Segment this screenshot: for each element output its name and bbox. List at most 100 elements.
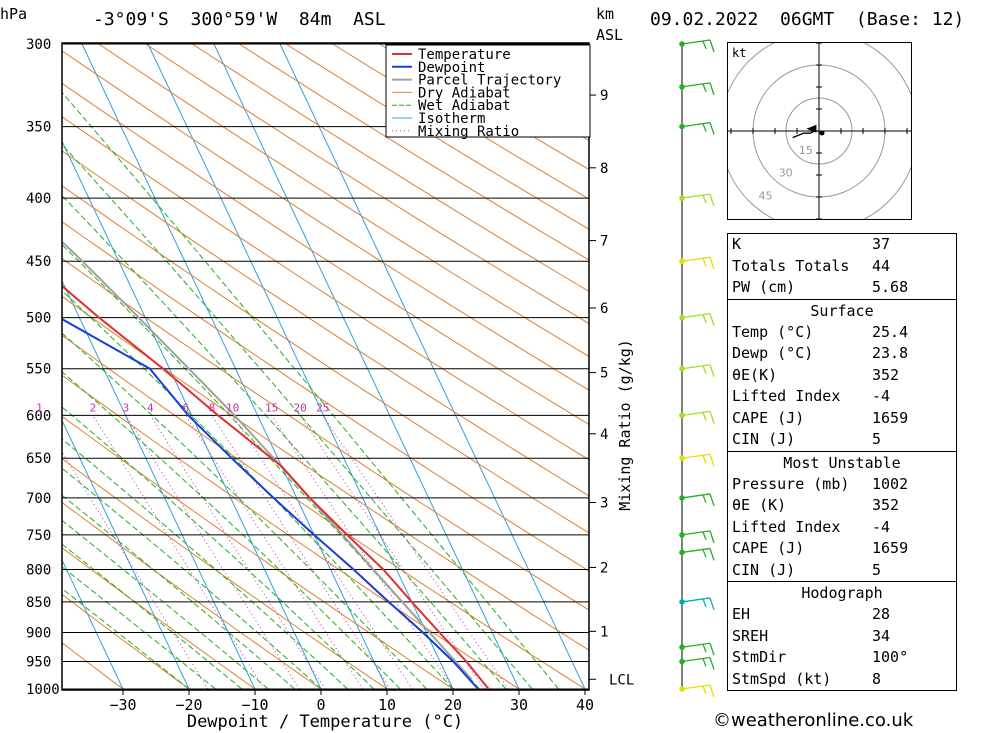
most-unstable-value: 5 (872, 560, 882, 579)
dry-adiabat-line (145, 43, 589, 325)
hodograph-stat-value: 100° (872, 648, 909, 666)
mixing-ratio-label: 25 (316, 401, 329, 414)
hodograph-panel: kt 15 30 45 (719, 31, 919, 231)
wind-barb-flag (709, 597, 715, 611)
wind-barb-dot (679, 549, 685, 556)
hodograph-stat-label: StmDir (732, 648, 787, 666)
dry-adiabat-line (62, 547, 256, 690)
hodograph-stat-row: EH 28 (728, 604, 956, 626)
most-unstable-label: CIN (J) (732, 560, 796, 579)
hodograph-chart: kt 15 30 45 (719, 31, 919, 231)
wet-adiabat-line (62, 332, 427, 690)
wind-barb-dot (679, 599, 685, 605)
mixing-ratio-line (211, 415, 391, 690)
surface-label: Dewp (°C) (732, 344, 814, 362)
wind-barb-flag (709, 530, 715, 544)
wind-barb-staff (681, 530, 711, 536)
pressure-tick-label: 400 (26, 191, 51, 207)
surface-row: Lifted Index -4 (728, 386, 956, 408)
temp-tick-label: −30 (109, 696, 136, 714)
wind-barb-flag (702, 40, 707, 50)
wind-barb (679, 642, 715, 656)
pressure-tick-label: 500 (26, 311, 51, 327)
wind-barb-flag (709, 454, 715, 467)
wind-barb-dot (679, 412, 685, 419)
surface-value: -4 (872, 387, 891, 405)
wind-barb-staff (681, 684, 711, 690)
wet-adiabat-line (62, 494, 295, 690)
km-tick-label: 5 (600, 366, 608, 382)
isotherm-line (81, 43, 388, 690)
temp-tick-label: −20 (175, 696, 202, 714)
wet-adiabat-line (62, 467, 322, 690)
dry-adiabat-line (62, 458, 388, 690)
wet-adiabat-line (62, 143, 533, 690)
dry-adiabat-line (62, 501, 322, 690)
isotherm-line (62, 140, 322, 690)
pressure-tick-label: 600 (26, 408, 51, 424)
indices-table: K 37 Totals Totals 44 PW (cm) 5.68 Surface Te… (727, 233, 957, 691)
index-label: PW (cm) (732, 278, 796, 296)
index-value: 37 (872, 235, 891, 253)
height-unit-km: km (596, 5, 615, 23)
pressure-tick-label: 900 (26, 626, 51, 642)
mixing-ratio-label: 3 (123, 401, 130, 414)
wind-barb-dot (679, 41, 685, 47)
legend-entry: Dry Adiabat (418, 85, 511, 101)
wind-barb-staff (681, 121, 711, 128)
wind-barb (679, 82, 715, 96)
pressure-tick-label: 750 (26, 528, 51, 544)
wind-barb (679, 453, 715, 467)
temp-tick-label: 20 (444, 696, 462, 714)
wind-barb-staff (681, 656, 711, 663)
wind-barb-flag (709, 122, 715, 135)
surface-label: CIN (J) (732, 430, 796, 448)
wind-barb-staff (681, 313, 711, 319)
wind-barb-dot (679, 644, 685, 651)
wind-barb-flag (709, 411, 715, 424)
index-row: K 37 (728, 234, 956, 256)
wind-barb-flag (702, 257, 707, 267)
storm-motion-arrow (806, 124, 817, 133)
isotherm-line (62, 279, 256, 690)
mixing-ratio-label: 6 (182, 401, 189, 414)
isotherm-line (147, 43, 454, 690)
km-tick-label: 6 (600, 301, 608, 317)
wind-barb-dot (679, 686, 685, 692)
legend-entry: Dewpoint (418, 60, 485, 76)
wind-barb-flag (702, 494, 707, 504)
wind-barb (679, 684, 715, 698)
wind-barb-staff (681, 410, 711, 416)
surface-row: Dewp (°C) 23.8 (728, 343, 956, 365)
wind-barb-dot (679, 658, 685, 665)
wind-barb-flag (702, 83, 707, 93)
hodograph-stat-label: SREH (732, 626, 769, 645)
surface-value: 23.8 (872, 344, 909, 362)
index-label: Totals Totals (732, 256, 850, 275)
plot-frame (61, 42, 590, 691)
temp-tick-label: 0 (316, 696, 325, 714)
surface-row: θE(K) 352 (728, 365, 956, 387)
pressure-tick-label: 800 (26, 562, 51, 578)
hodograph-stat-value: 34 (872, 626, 891, 645)
hodograph-title: Hodograph (728, 581, 956, 604)
mixing-ratio-line (271, 415, 455, 690)
index-label: K (732, 235, 742, 253)
most-unstable-section: Pressure (mb) 1002 θE (K) 352 Lifted Index -4… (728, 474, 956, 582)
wind-barb-staff (681, 453, 711, 459)
wind-barb (679, 193, 715, 207)
most-unstable-value: 1002 (872, 474, 909, 493)
surface-row: CAPE (J) 1659 (728, 408, 956, 430)
wind-barb-flag (709, 684, 715, 698)
dry-adiabat-line (98, 43, 589, 358)
pressure-tick-label: 650 (26, 451, 51, 467)
isobar-lines (62, 43, 589, 690)
wind-barb (679, 256, 715, 270)
surface-row: Temp (°C) 25.4 (728, 322, 956, 344)
wind-barb-flag (709, 193, 715, 207)
legend-entry: Isotherm (418, 111, 485, 127)
wet-adiabat-line (62, 519, 269, 690)
most-unstable-row: Lifted Index -4 (728, 517, 956, 539)
wind-barb-flag (709, 313, 715, 326)
wind-barb-flag (702, 412, 707, 421)
